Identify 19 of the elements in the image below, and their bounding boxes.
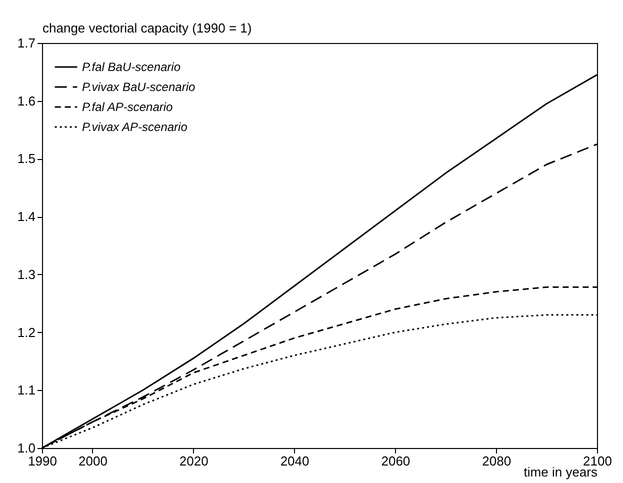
y-tick-label: 1.3 [17,266,36,282]
x-tick-label: 2080 [482,454,512,468]
legend-label: P.fal AP-scenario [82,100,174,114]
y-axis-title: change vectorial capacity (1990 = 1) [42,20,252,36]
y-tick-label: 1.0 [17,440,36,456]
y-tick-label: 1.4 [17,209,36,224]
y-tick-label: 1.6 [17,93,36,108]
x-tick-label: 2000 [78,454,108,468]
y-tick-label: 1.5 [17,151,36,166]
y-tick-label: 1.2 [17,324,36,340]
y-tick-label: 1.1 [17,382,36,398]
legend-label: P.fal BaU-scenario [82,60,181,74]
y-tick-label: 1.7 [17,36,36,50]
legend-label: P.vivax AP-scenario [82,120,188,134]
x-tick-label: 1990 [28,454,57,468]
x-tick-label: 2040 [280,454,310,468]
x-tick-label: 2020 [179,454,208,468]
x-tick-label: 2060 [381,454,410,468]
legend-label: P.vivax BaU-scenario [82,80,196,94]
